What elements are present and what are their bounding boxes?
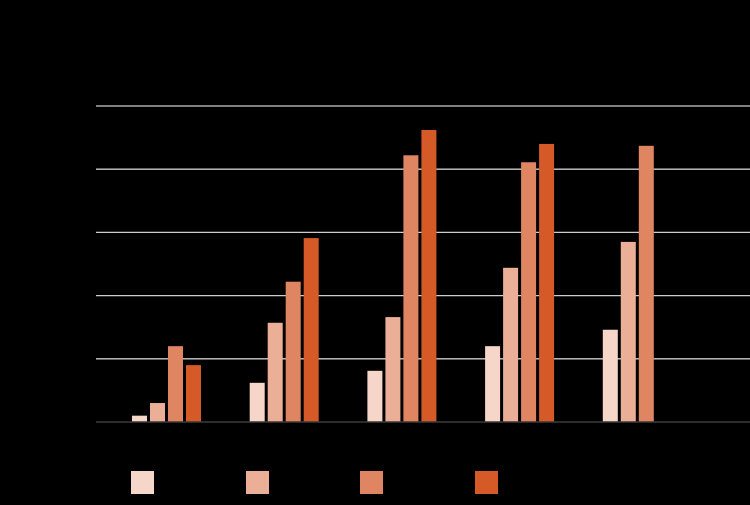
bar (186, 365, 201, 422)
legend-swatch (246, 470, 269, 494)
bar (367, 370, 383, 422)
legend-swatch (131, 470, 154, 494)
legend-swatch (475, 470, 498, 494)
legend-item (246, 470, 277, 494)
bar (150, 403, 165, 422)
bar (620, 241, 636, 422)
legend-item (131, 470, 162, 494)
bar (403, 155, 419, 422)
bar (285, 281, 301, 422)
legend-swatch (360, 470, 383, 494)
bar (267, 322, 283, 422)
y-tick-label: 4 (81, 162, 88, 176)
bar (132, 415, 147, 422)
bar (521, 162, 537, 423)
bar (602, 329, 618, 422)
legend-item (475, 470, 506, 494)
y-tick-label: 1 (81, 352, 88, 366)
bar (249, 382, 265, 422)
y-tick-label: 3 (81, 225, 88, 239)
bar (638, 145, 654, 423)
bar (539, 143, 555, 423)
y-tick-label: 2 (81, 289, 88, 303)
bar (503, 267, 519, 422)
bar (303, 238, 319, 422)
legend-item (360, 470, 391, 494)
bar (385, 317, 401, 422)
bar (421, 130, 437, 423)
y-tick-label: 5 (81, 99, 88, 113)
bar (485, 346, 501, 422)
bar (168, 346, 183, 422)
